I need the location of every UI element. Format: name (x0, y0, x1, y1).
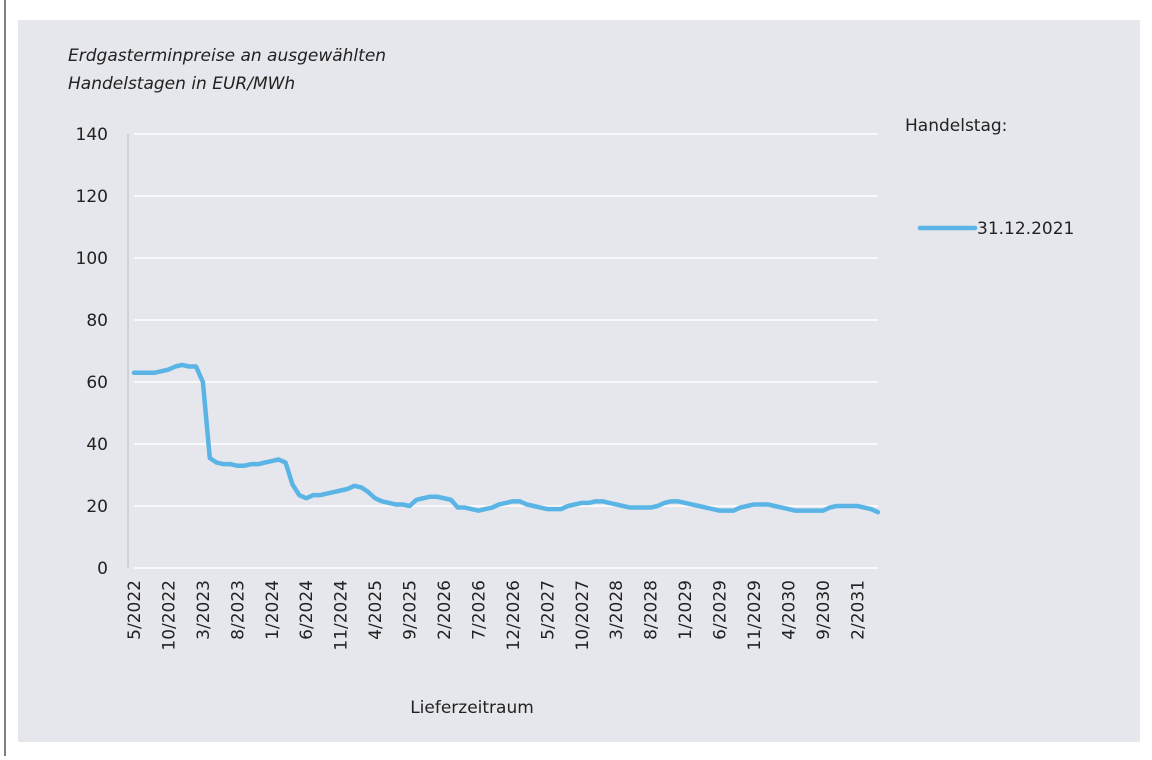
x-tick-label: 10/2027 (573, 580, 593, 651)
x-tick-label: 5/2027 (538, 580, 558, 640)
chart-title: Erdgasterminpreise an ausgewählten (68, 46, 386, 66)
x-tick-label: 5/2022 (125, 580, 145, 640)
x-tick-label: 6/2029 (711, 580, 731, 640)
x-tick-label: 2/2031 (848, 580, 868, 640)
x-tick-label: 8/2023 (228, 580, 248, 640)
legend-label: 31.12.2021 (977, 219, 1074, 239)
x-tick-label: 3/2028 (607, 580, 627, 640)
y-tick-label: 0 (97, 559, 108, 579)
x-tick-label: 11/2029 (745, 580, 765, 651)
x-tick-label: 10/2022 (159, 580, 179, 651)
y-tick-label: 40 (86, 435, 108, 455)
x-tick-label: 11/2024 (332, 580, 352, 651)
y-tick-label: 100 (76, 249, 108, 269)
x-tick-label: 6/2024 (297, 580, 317, 640)
y-tick-label: 20 (86, 497, 108, 517)
x-tick-label: 4/2030 (779, 580, 799, 640)
chart-title: Handelstagen in EUR/MWh (68, 74, 295, 94)
panel (18, 20, 1140, 742)
y-tick-label: 140 (76, 125, 108, 145)
y-tick-label: 60 (86, 373, 108, 393)
y-tick-label: 120 (76, 187, 108, 207)
legend-title: Handelstag: (905, 116, 1007, 136)
x-tick-label: 7/2026 (469, 580, 489, 640)
x-tick-label: 9/2025 (401, 580, 421, 640)
x-tick-label: 12/2026 (504, 580, 524, 651)
x-tick-label: 1/2029 (676, 580, 696, 640)
x-tick-label: 2/2026 (435, 580, 455, 640)
x-tick-label: 9/2030 (814, 580, 834, 640)
x-tick-label: 3/2023 (194, 580, 214, 640)
x-tick-label: 4/2025 (366, 580, 386, 640)
x-axis-label: Lieferzeitraum (410, 698, 534, 718)
y-tick-label: 80 (86, 311, 108, 331)
x-tick-label: 1/2024 (263, 580, 283, 640)
x-tick-label: 8/2028 (642, 580, 662, 640)
data-line (131, 362, 881, 515)
